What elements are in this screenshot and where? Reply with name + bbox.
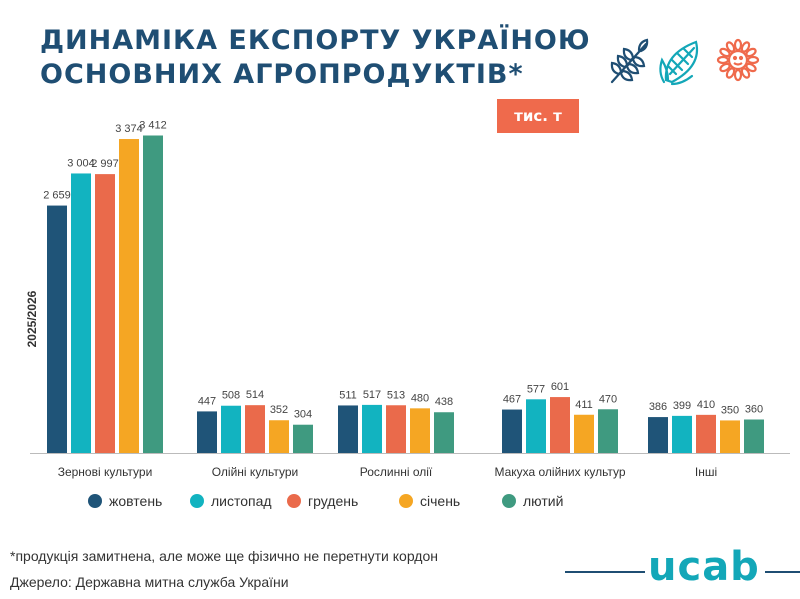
sunflower-petal bbox=[725, 67, 736, 79]
sunflower-petal bbox=[719, 62, 731, 73]
data-label: 438 bbox=[435, 396, 453, 408]
bar-Зернові культури-грудень bbox=[95, 174, 115, 454]
bar-Рослинні олії-лютий bbox=[434, 412, 454, 453]
data-label: 517 bbox=[363, 389, 381, 401]
data-label: 508 bbox=[222, 390, 240, 402]
legend-label: лютий bbox=[523, 493, 563, 509]
data-label: 601 bbox=[551, 381, 569, 393]
bar-Інші-грудень bbox=[696, 414, 716, 453]
data-label: 2 659 bbox=[43, 190, 71, 202]
category-label: Рослинні олії bbox=[360, 465, 433, 479]
sunflower-petal bbox=[740, 67, 751, 79]
legend-marker-січень bbox=[399, 494, 413, 508]
bar-Інші-листопад bbox=[672, 415, 692, 453]
bar-Макуха олійних культур-жовтень bbox=[502, 409, 522, 453]
legend-marker-лютий bbox=[502, 494, 516, 508]
data-label: 386 bbox=[649, 401, 667, 413]
sunflower-petal bbox=[733, 68, 743, 82]
bar-Олійні культури-жовтень bbox=[197, 411, 217, 453]
unit-badge: тис. т bbox=[497, 99, 579, 133]
data-label: 3 374 bbox=[115, 123, 143, 135]
category-label: Олійні культури bbox=[212, 465, 299, 479]
bar-Макуха олійних культур-листопад bbox=[526, 399, 546, 453]
data-label: 511 bbox=[339, 389, 357, 401]
legend-label: листопад bbox=[211, 493, 272, 509]
bar-Зернові культури-листопад bbox=[71, 173, 91, 453]
crop-icons bbox=[606, 36, 766, 93]
sunflower-petal bbox=[725, 41, 736, 53]
chart-title-line2: ОСНОВНИХ АГРОПРОДУКТІВ* bbox=[40, 59, 524, 90]
legend-marker-листопад bbox=[190, 494, 204, 508]
sunflower-petal bbox=[733, 38, 743, 52]
chart-title-line1: ДИНАМІКА ЕКСПОРТУ УКРАЇНОЮ bbox=[40, 25, 591, 56]
bar-Зернові культури-січень bbox=[119, 139, 139, 453]
sunflower-petal bbox=[745, 47, 757, 58]
footer-divider-right bbox=[765, 571, 800, 573]
source-note: Джерело: Державна митна служба України bbox=[10, 574, 289, 590]
bar-Рослинні олії-січень bbox=[410, 408, 430, 453]
bar-Інші-лютий bbox=[744, 419, 764, 453]
category-label: Макуха олійних культур bbox=[494, 465, 625, 479]
bar-Макуха олійних культур-січень bbox=[574, 414, 594, 453]
category-label: Інші bbox=[695, 465, 717, 479]
bar-Олійні культури-листопад bbox=[221, 405, 241, 453]
sunflower-petal bbox=[746, 55, 760, 65]
bar-Інші-жовтень bbox=[648, 417, 668, 453]
bar-Рослинні олії-листопад bbox=[362, 404, 382, 453]
data-label: 360 bbox=[745, 404, 763, 416]
sunflower-petal bbox=[745, 62, 757, 73]
data-label: 3 412 bbox=[139, 119, 167, 131]
footer-divider bbox=[565, 571, 645, 573]
data-label: 577 bbox=[527, 383, 545, 395]
sunflower-icon bbox=[716, 38, 760, 82]
data-label: 480 bbox=[411, 392, 429, 404]
bar-Олійні культури-лютий bbox=[293, 424, 313, 453]
chart-title: ДИНАМІКА ЕКСПОРТУ УКРАЇНОЮ ОСНОВНИХ АГРО… bbox=[40, 24, 591, 92]
footnote: *продукція замитнена, але може ще фізичн… bbox=[10, 548, 438, 564]
bar-Макуха олійних культур-грудень bbox=[550, 397, 570, 453]
bar-Макуха олійних культур-лютий bbox=[598, 409, 618, 453]
data-label: 513 bbox=[387, 389, 405, 401]
data-label: 470 bbox=[599, 393, 617, 405]
data-label: 2 997 bbox=[91, 158, 119, 170]
bar-Рослинні олії-жовтень bbox=[338, 405, 358, 453]
data-label: 410 bbox=[697, 399, 715, 411]
ucab-logo: ucab bbox=[648, 544, 760, 590]
data-label: 514 bbox=[246, 389, 264, 401]
bar-Рослинні олії-грудень bbox=[386, 405, 406, 453]
data-label: 467 bbox=[503, 394, 521, 406]
wheat-icon bbox=[610, 38, 649, 84]
data-label: 399 bbox=[673, 400, 691, 412]
corn-icon bbox=[659, 40, 699, 86]
legend-label: січень bbox=[420, 493, 460, 509]
legend-label: жовтень bbox=[109, 493, 162, 509]
data-label: 352 bbox=[270, 404, 288, 416]
bar-Олійні культури-січень bbox=[269, 420, 289, 453]
bar-Зернові культури-лютий bbox=[143, 135, 163, 453]
sunflower-petal bbox=[740, 41, 751, 53]
category-label: Зернові культури bbox=[58, 465, 153, 479]
sunflower-petal bbox=[719, 47, 731, 58]
sunflower-petal bbox=[716, 55, 730, 65]
data-label: 3 004 bbox=[67, 157, 95, 169]
legend-marker-грудень bbox=[287, 494, 301, 508]
data-label: 411 bbox=[575, 399, 593, 411]
bar-Олійні культури-грудень bbox=[245, 405, 265, 453]
legend-label: грудень bbox=[308, 493, 358, 509]
legend-marker-жовтень bbox=[88, 494, 102, 508]
data-label: 304 bbox=[294, 409, 312, 421]
data-label: 447 bbox=[198, 395, 216, 407]
bar-Інші-січень bbox=[720, 420, 740, 453]
bar-Зернові культури-жовтень bbox=[47, 205, 67, 453]
data-label: 350 bbox=[721, 404, 739, 416]
